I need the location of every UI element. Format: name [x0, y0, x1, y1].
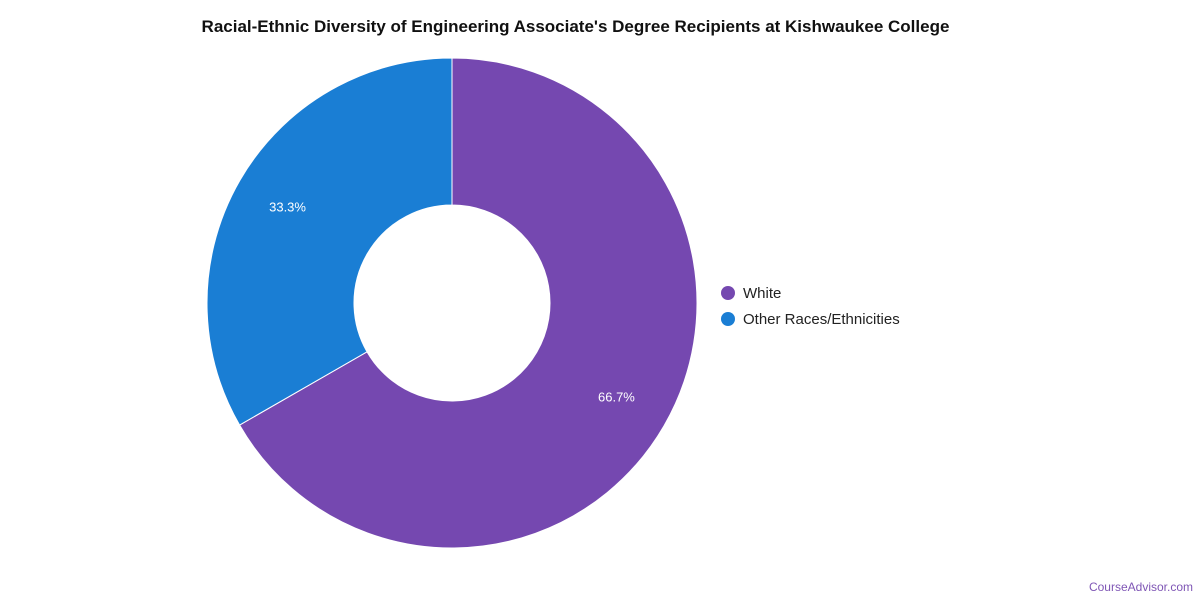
legend-swatch-white — [721, 286, 735, 300]
legend-item-other[interactable]: Other Races/Ethnicities — [721, 306, 900, 332]
slice-white[interactable] — [238, 57, 698, 549]
chart-title: Racial-Ethnic Diversity of Engineering A… — [201, 17, 950, 36]
slice-other-races-ethnicities[interactable] — [206, 57, 453, 426]
legend-label-white: White — [743, 284, 782, 302]
slice-label-white: 66.7% — [598, 390, 635, 405]
source-credit[interactable]: CourseAdvisor.com — [1088, 580, 1193, 594]
legend-swatch-other — [721, 312, 735, 326]
legend-item-white[interactable]: White — [721, 280, 900, 306]
chart-legend: White Other Races/Ethnicities — [721, 280, 900, 332]
legend-label-other: Other Races/Ethnicities — [743, 310, 900, 328]
slice-label-other-races-ethnicities: 33.3% — [269, 199, 306, 214]
